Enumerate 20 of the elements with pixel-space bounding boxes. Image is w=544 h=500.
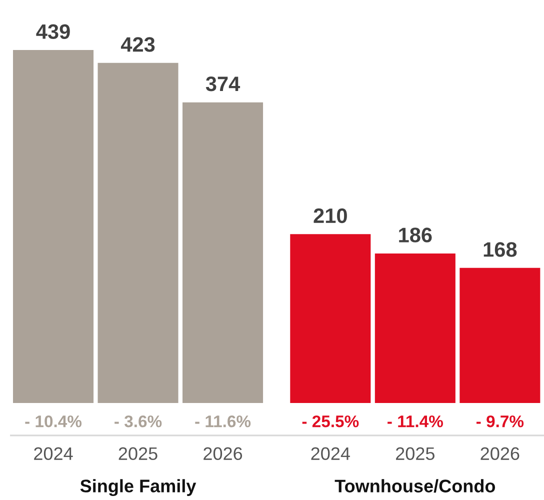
data-label: 168 [484,242,517,257]
x-tick-label: 2024 [34,447,73,460]
text: - 11.6% [195,415,251,428]
data-label: 186 [399,228,432,242]
x-tick-label: 2025 [396,447,434,460]
text: Townhouse/Condo [334,479,496,493]
text: - 25.5% [302,415,359,428]
data-label: 423 [120,37,155,52]
text: - 9.7% [476,415,524,428]
data-label: 374 [206,76,240,92]
x-tick-label: 2025 [118,447,158,460]
text: - 3.6% [114,415,162,428]
text: - 11.4% [388,416,443,428]
x-tick-label: 2026 [480,447,520,460]
text: - 10.4% [25,415,82,428]
data-label: 439 [36,24,70,40]
x-tick-label: 2024 [311,447,350,460]
data-label: 210 [314,208,347,224]
text: Single Family [80,479,196,496]
x-tick-label: 2026 [204,447,242,460]
